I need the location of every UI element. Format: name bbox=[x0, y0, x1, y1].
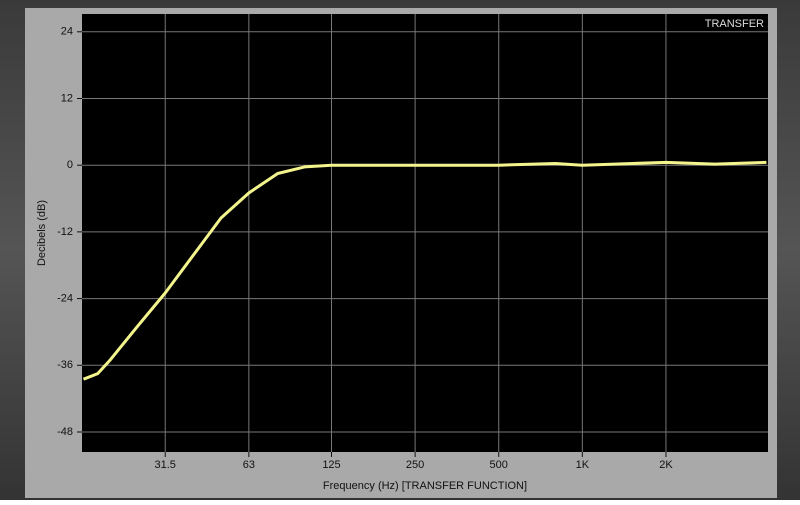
x-tick-label: 125 bbox=[322, 459, 340, 471]
x-tick-label: 2K bbox=[659, 459, 673, 471]
y-tick-label: -24 bbox=[57, 292, 73, 304]
x-tick-label: 250 bbox=[406, 459, 424, 471]
y-axis-label: Decibels (dB) bbox=[36, 200, 48, 266]
y-tick-label: 0 bbox=[67, 159, 73, 171]
y-tick-label: 12 bbox=[61, 92, 73, 104]
x-tick-label: 500 bbox=[490, 459, 508, 471]
plot-area bbox=[82, 14, 768, 452]
x-tick-label: 31.5 bbox=[155, 459, 176, 471]
chart-title: TRANSFER bbox=[705, 18, 764, 30]
x-tick-label: 1K bbox=[576, 459, 590, 471]
grid bbox=[82, 14, 768, 452]
y-tick-label: -48 bbox=[57, 426, 73, 438]
y-tick-label: -36 bbox=[57, 359, 73, 371]
y-tick-label: -12 bbox=[57, 226, 73, 238]
data-line bbox=[82, 160, 767, 381]
y-tick-label: 24 bbox=[61, 26, 73, 38]
x-tick-label: 63 bbox=[243, 459, 255, 471]
x-axis-label: Frequency (Hz) [TRANSFER FUNCTION] bbox=[323, 480, 527, 492]
